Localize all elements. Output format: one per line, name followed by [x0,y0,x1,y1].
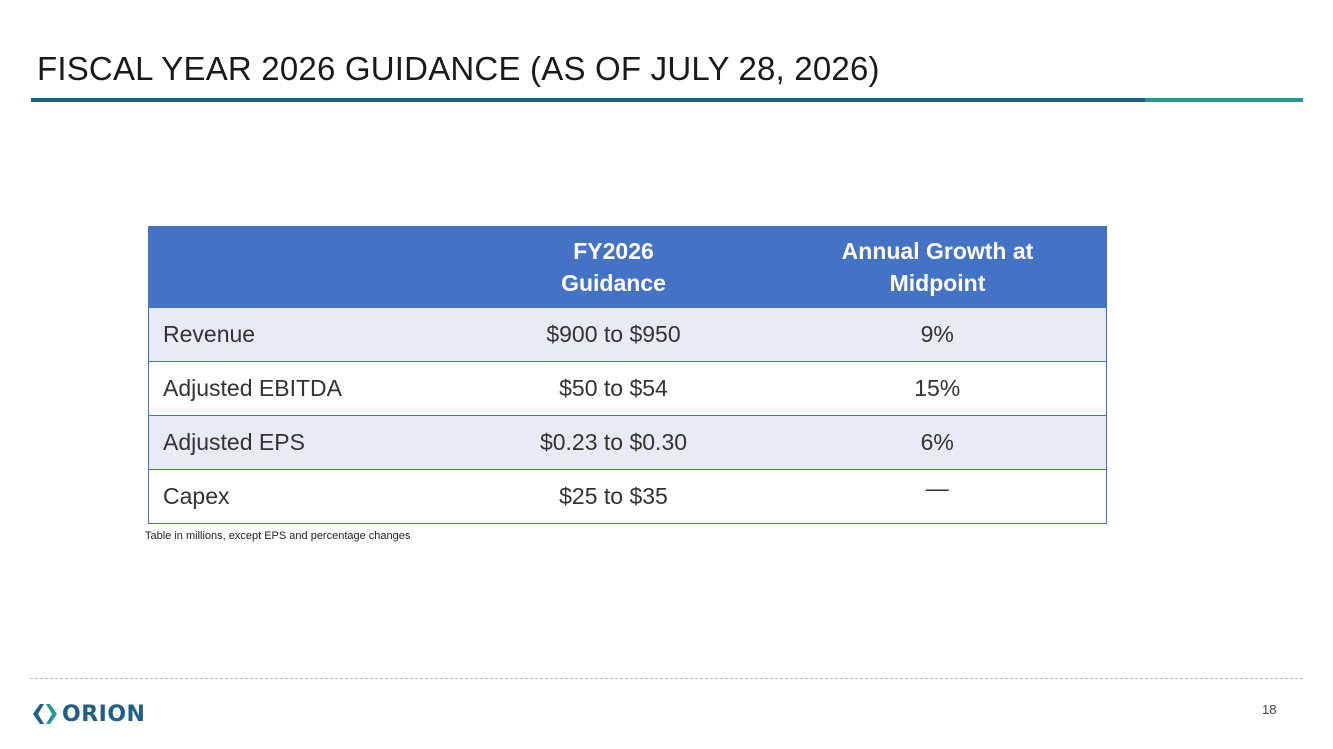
title-divider [31,98,1303,102]
logo-wordmark: ORION [62,701,146,727]
header-guidance-line1: FY2026 [573,238,654,264]
guidance-table: FY2026 Guidance Annual Growth at Midpoin… [148,226,1107,524]
table-row: Adjusted EPS $0.23 to $0.30 6% [148,415,1107,470]
header-metric [148,226,459,308]
table-row: Capex $25 to $35 — [148,469,1107,524]
page-title: FISCAL YEAR 2026 GUIDANCE (AS OF JULY 28… [37,50,880,87]
row-guidance: $50 to $54 [458,361,769,416]
page-number: 18 [1262,702,1277,717]
row-metric: Capex [148,469,459,524]
table-row: Revenue $900 to $950 9% [148,307,1107,362]
title-divider-accent [1145,98,1303,102]
row-growth: — [768,469,1107,524]
row-guidance: $900 to $950 [458,307,769,362]
row-guidance: $0.23 to $0.30 [458,415,769,470]
row-growth: 15% [768,361,1107,416]
table-header-row: FY2026 Guidance Annual Growth at Midpoin… [148,226,1107,308]
orion-logo-icon [31,702,59,726]
row-guidance: $25 to $35 [458,469,769,524]
header-growth-line1: Annual Growth at [841,238,1034,264]
header-growth-line2: Midpoint [889,270,986,296]
row-metric: Adjusted EPS [148,415,459,470]
header-guidance-line2: Guidance [561,270,666,296]
company-logo: ORION [31,700,145,728]
row-metric: Revenue [148,307,459,362]
row-metric: Adjusted EBITDA [148,361,459,416]
header-growth: Annual Growth at Midpoint [768,226,1107,308]
row-growth-value: — [925,475,949,501]
header-guidance: FY2026 Guidance [458,226,769,308]
table-row: Adjusted EBITDA $50 to $54 15% [148,361,1107,416]
row-growth: 9% [768,307,1107,362]
table-footnote: Table in millions, except EPS and percen… [145,530,411,542]
footer-divider [30,678,1303,679]
row-growth: 6% [768,415,1107,470]
title-divider-main [31,98,1145,102]
